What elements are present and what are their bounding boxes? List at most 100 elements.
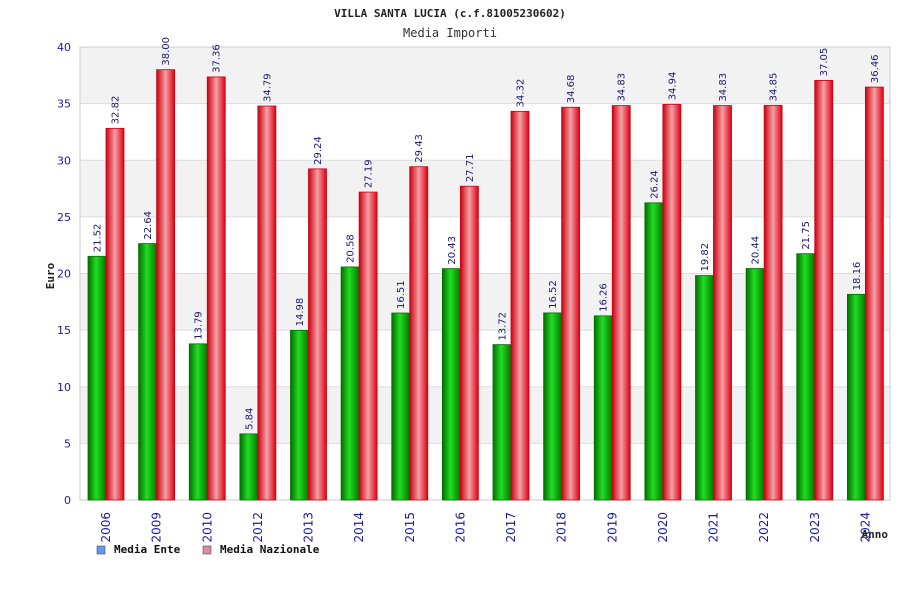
- data-label-media-nazionale-2014: 27.19: [364, 159, 375, 188]
- data-label-media-ente-2022: 20.44: [751, 236, 762, 265]
- x-tick-label-2009: 2009: [150, 512, 164, 543]
- chart-subtitle: Media Importi: [403, 26, 497, 40]
- bar-media-nazionale-2009: [156, 69, 176, 501]
- y-axis-label: Euro: [44, 262, 57, 289]
- bar-media-ente-2006: [87, 255, 107, 501]
- bar-media-nazionale-2016: [459, 185, 479, 501]
- data-label-media-nazionale-2024: 36.46: [870, 54, 881, 83]
- x-tick-label-2015: 2015: [403, 512, 417, 543]
- x-tick-label-2024: 2024: [858, 512, 872, 543]
- data-label-media-nazionale-2010: 37.36: [212, 44, 223, 73]
- bar-media-nazionale-2006: [105, 127, 125, 501]
- bar-media-nazionale-2012: [257, 105, 277, 501]
- data-label-media-ente-2009: 22.64: [143, 211, 154, 240]
- bar-media-nazionale-2023: [814, 80, 834, 501]
- bar-media-nazionale-2013: [308, 168, 327, 501]
- bar-media-ente-2020: [644, 202, 664, 501]
- y-axis-ticks: 0 5 10 15 20 25 30 35 40: [57, 41, 71, 507]
- y-tick-label: 40: [57, 41, 71, 54]
- data-label-media-nazionale-2009: 38.00: [161, 37, 172, 66]
- data-label-media-nazionale-2015: 29.43: [414, 134, 425, 163]
- bar-media-nazionale-2010: [206, 76, 226, 501]
- chart-title: VILLA SANTA LUCIA (c.f.81005230602): [334, 7, 566, 20]
- bar-media-nazionale-2020: [662, 103, 682, 501]
- data-label-media-ente-2020: 26.24: [649, 170, 660, 199]
- data-label-media-ente-2016: 20.43: [447, 236, 458, 265]
- x-tick-label-2010: 2010: [200, 512, 214, 543]
- x-tick-label-2019: 2019: [605, 512, 619, 543]
- bar-media-ente-2014: [340, 266, 360, 501]
- x-tick-label-2014: 2014: [352, 512, 366, 543]
- bar-media-nazionale-2022: [763, 104, 783, 501]
- bar-media-nazionale-2015: [409, 166, 429, 501]
- x-tick-label-2021: 2021: [707, 512, 721, 543]
- data-label-media-ente-2024: 18.16: [852, 262, 863, 291]
- x-tick-label-2006: 2006: [99, 512, 113, 543]
- data-label-media-nazionale-2019: 34.83: [617, 73, 628, 102]
- plot-border: [79, 46, 891, 501]
- x-tick-label-2023: 2023: [808, 512, 822, 543]
- bar-media-nazionale-2018: [561, 106, 581, 501]
- data-label-media-nazionale-2012: 34.79: [262, 73, 273, 102]
- data-label-media-ente-2012: 5.84: [244, 408, 255, 430]
- data-label-media-ente-2015: 16.51: [396, 280, 407, 309]
- data-label-media-ente-2010: 13.79: [194, 311, 205, 340]
- bar-media-ente-2021: [695, 275, 714, 501]
- y-tick-label: 20: [57, 268, 71, 281]
- data-label-media-nazionale-2013: 29.24: [313, 136, 324, 165]
- legend-label-media-ente: Media Ente: [114, 543, 181, 556]
- bar-media-ente-2013: [290, 329, 309, 501]
- bar-media-nazionale-2021: [713, 105, 732, 501]
- data-label-media-ente-2013: 14.98: [295, 298, 306, 327]
- x-axis-label: Anno: [862, 528, 889, 541]
- y-tick-label: 5: [64, 437, 71, 450]
- legend-swatch-media-ente: [96, 545, 106, 555]
- y-tick-label: 35: [57, 98, 71, 111]
- bar-media-nazionale-2014: [358, 191, 378, 501]
- x-tick-label-2013: 2013: [302, 512, 316, 543]
- bar-media-nazionale-2019: [611, 105, 631, 501]
- data-label-media-ente-2017: 13.72: [498, 312, 509, 341]
- data-label-media-ente-2023: 21.75: [801, 221, 812, 250]
- legend-swatch-media-nazionale: [202, 545, 212, 555]
- bar-media-ente-2024: [846, 293, 866, 501]
- data-label-media-nazionale-2022: 34.85: [769, 73, 780, 102]
- data-label-media-ente-2018: 16.52: [548, 280, 559, 309]
- x-tick-label-2012: 2012: [251, 512, 265, 543]
- bar-media-ente-2010: [188, 343, 208, 501]
- bar-media-ente-2018: [543, 312, 563, 501]
- data-label-media-nazionale-2006: 32.82: [111, 96, 122, 125]
- bar-media-ente-2016: [441, 268, 461, 501]
- data-label-media-ente-2006: 21.52: [93, 224, 104, 253]
- y-tick-label: 10: [57, 381, 71, 394]
- x-axis-ticks: 2006 2009 2010 2012 2013 2014 2015 2016 2017 2018…: [99, 512, 872, 543]
- data-label-media-ente-2019: 16.26: [599, 283, 610, 312]
- legend: Media Ente Media Nazionale: [96, 543, 320, 556]
- bar-media-ente-2015: [391, 312, 411, 501]
- data-label-media-nazionale-2023: 37.05: [819, 48, 830, 77]
- y-tick-label: 0: [64, 494, 71, 507]
- data-label-media-nazionale-2018: 34.68: [566, 75, 577, 104]
- bar-media-ente-2023: [796, 253, 816, 501]
- x-tick-label-2022: 2022: [757, 512, 771, 543]
- y-tick-label: 30: [57, 154, 71, 167]
- x-tick-label-2017: 2017: [504, 512, 518, 543]
- y-tick-label: 15: [57, 324, 71, 337]
- bars: [87, 69, 884, 501]
- legend-label-media-nazionale: Media Nazionale: [220, 543, 320, 556]
- data-label-media-ente-2021: 19.82: [700, 243, 711, 272]
- data-label-media-nazionale-2021: 34.83: [718, 73, 729, 102]
- bar-media-nazionale-2024: [864, 86, 884, 501]
- y-tick-label: 25: [57, 211, 71, 224]
- x-tick-label-2020: 2020: [656, 512, 670, 543]
- bar-media-nazionale-2017: [510, 110, 530, 501]
- x-tick-label-2016: 2016: [453, 512, 467, 543]
- bar-media-ente-2022: [745, 268, 765, 501]
- bar-media-ente-2012: [239, 433, 259, 501]
- data-label-media-ente-2014: 20.58: [346, 234, 357, 263]
- bar-media-ente-2019: [593, 315, 613, 501]
- data-label-media-nazionale-2020: 34.94: [667, 72, 678, 101]
- bar-media-ente-2017: [492, 344, 512, 501]
- data-label-media-nazionale-2016: 27.71: [465, 154, 476, 183]
